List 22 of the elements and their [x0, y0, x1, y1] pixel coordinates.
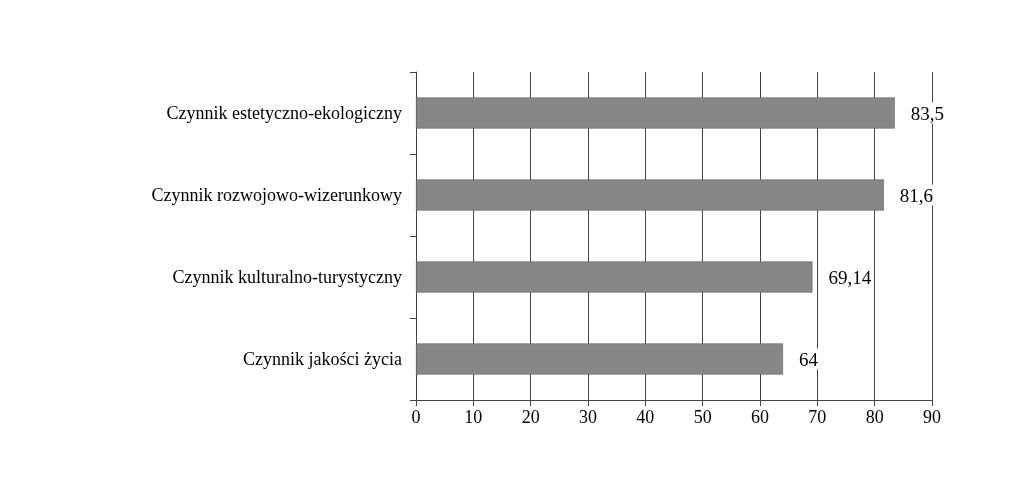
x-tick-label: 40: [636, 407, 655, 427]
y-tick-label: Czynnik estetyczno-ekologiczny: [166, 103, 402, 123]
data-label: 64: [798, 348, 819, 370]
x-tick-label: 70: [808, 407, 827, 427]
data-label: 69,14: [828, 266, 872, 288]
x-tick-label: 80: [865, 407, 884, 427]
bar: [416, 343, 783, 375]
x-tick-label: 10: [464, 407, 483, 427]
data-label: 83,5: [910, 102, 944, 124]
data-label: 81,6: [899, 184, 934, 206]
y-tick-label: Czynnik jakości życia: [243, 349, 403, 369]
y-tick-label: Czynnik rozwojowo-wizerunkowy: [151, 185, 402, 205]
x-tick-label: 30: [579, 407, 597, 427]
x-tick-label: 0: [411, 407, 421, 427]
x-tick-label: 90: [923, 407, 941, 427]
bar: [416, 97, 895, 129]
x-tick-label: 50: [693, 407, 712, 427]
y-tick-label: Czynnik kulturalno-turystyczny: [172, 267, 402, 287]
x-tick-label: 60: [751, 407, 769, 427]
bar: [416, 179, 884, 211]
bar: [416, 261, 813, 293]
x-tick-label: 20: [521, 407, 540, 427]
